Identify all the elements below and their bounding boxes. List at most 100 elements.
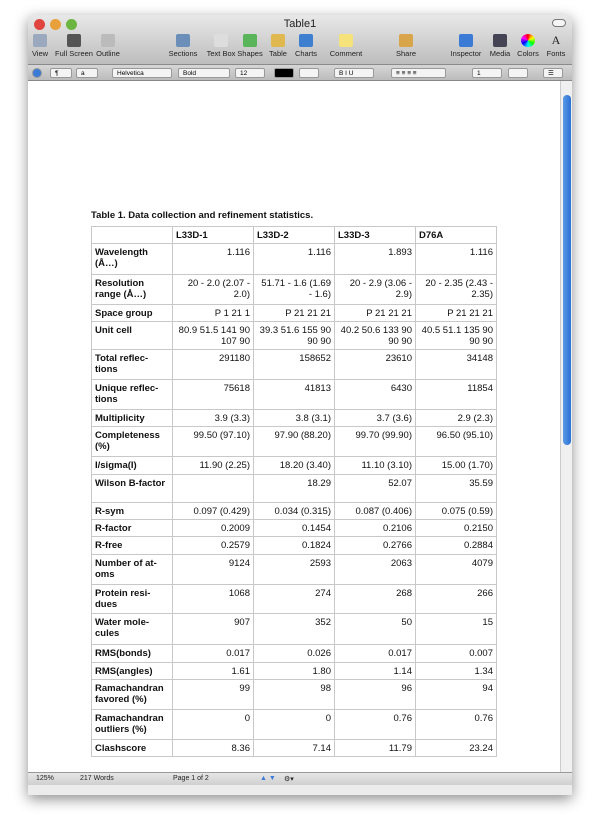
- font-size-field[interactable]: 12: [235, 68, 265, 78]
- column-header: L33D-1: [172, 226, 254, 244]
- toolbar-charts-button[interactable]: Charts: [294, 34, 318, 58]
- table-cell: 1.34: [415, 662, 497, 680]
- zoom-button[interactable]: [66, 19, 77, 30]
- table-cell: 274: [253, 584, 335, 614]
- table-cell: P 21 21 21: [253, 304, 335, 322]
- highlight-color-well[interactable]: [299, 68, 319, 78]
- row-label: Wilson B-factor: [91, 474, 173, 503]
- table-cell: 1.893: [334, 243, 416, 275]
- table-row: R-factor 0.2009 0.1454 0.2106 0.2150: [91, 519, 497, 537]
- table-row: Unit cell 80.9 51.5 141 90 107 90 39.3 51.…: [91, 321, 497, 350]
- table-cell: 41813: [253, 379, 335, 410]
- toolbar-inspector-button[interactable]: Inspector: [451, 34, 481, 58]
- toolbar-shapes-button[interactable]: Shapes: [237, 34, 263, 58]
- row-label: RMS(angles): [91, 662, 173, 680]
- table-row: Resolution range (Å…) 20 - 2.0 (2.07 - 2.…: [91, 274, 497, 305]
- table-cell: 75618: [172, 379, 254, 410]
- table-cell: 51.71 - 1.6 (1.69 - 1.6): [253, 274, 335, 305]
- title-bar: Table1 View Full Screen Outline Sections Tex…: [28, 15, 572, 65]
- column-header: [91, 226, 173, 244]
- line-spacing-select[interactable]: 1: [472, 68, 502, 78]
- toolbar-toggle-button[interactable]: [552, 19, 566, 27]
- toolbar-table-button[interactable]: Table: [266, 34, 290, 58]
- sections-icon: [176, 34, 190, 47]
- document-page[interactable]: Table 1. Data collection and refinement …: [28, 81, 560, 772]
- table-row: RMS(bonds) 0.017 0.026 0.017 0.007: [91, 644, 497, 663]
- table-row: Number of at-oms 9124 2593 2063 4079: [91, 554, 497, 585]
- table-cell: 6430: [334, 379, 416, 410]
- table-row: Wilson B-factor 18.29 52.07 35.59: [91, 474, 497, 503]
- table-cell: 352: [253, 613, 335, 645]
- table-cell: 0.76: [334, 709, 416, 740]
- toolbar-fonts-button[interactable]: A Fonts: [544, 33, 568, 59]
- row-label: Protein resi-dues: [91, 584, 173, 614]
- toolbar-label: Comment: [329, 49, 363, 58]
- toolbar-label: Share: [395, 49, 416, 58]
- toolbar-text-box-button[interactable]: Text Box: [206, 34, 236, 58]
- table-cell: 34148: [415, 349, 497, 380]
- table-cell: 0.017: [334, 644, 416, 663]
- style-drawer-button[interactable]: [32, 68, 42, 78]
- text-color-well[interactable]: [274, 68, 294, 78]
- table-cell: 1.80: [253, 662, 335, 680]
- toolbar-colors-button[interactable]: Colors: [516, 34, 540, 58]
- table-cell: 0.007: [415, 644, 497, 663]
- table-cell: 15: [415, 613, 497, 645]
- row-label: Unique reflec-tions: [91, 379, 173, 410]
- table-row: Water mole-cules 907 352 50 15: [91, 613, 497, 645]
- fonts-icon: A: [551, 33, 561, 47]
- table-cell: 99.70 (99.90): [334, 426, 416, 457]
- row-label: Ramachandran outliers (%): [91, 709, 173, 740]
- table-icon: [271, 34, 285, 47]
- zoom-select[interactable]: 125%: [36, 775, 54, 782]
- format-bar: ¶ a Helvetica Bold 12 B I U ≡ ≡ ≡ ≡ 1 ☰: [28, 65, 572, 81]
- alignment-buttons[interactable]: ≡ ≡ ≡ ≡: [391, 68, 446, 78]
- list-style-select[interactable]: ☰: [543, 68, 563, 78]
- paragraph-style-select[interactable]: ¶: [50, 68, 72, 78]
- table-cell: 0.2884: [415, 536, 497, 555]
- scroll-thumb[interactable]: [563, 95, 571, 445]
- text-box-icon: [214, 34, 228, 47]
- column-header: L33D-3: [334, 226, 416, 244]
- toolbar-label: Table: [269, 49, 287, 58]
- toolbar-outline-button[interactable]: Outline: [96, 34, 120, 58]
- close-button[interactable]: [34, 19, 45, 30]
- row-label: Clashscore: [91, 739, 173, 757]
- toolbar-comment-button[interactable]: Comment: [330, 34, 362, 58]
- table-row: Protein resi-dues 1068 274 268 266: [91, 584, 497, 614]
- table-cell: 39.3 51.6 155 90 90 90: [253, 321, 335, 350]
- table-cell: 0.026: [253, 644, 335, 663]
- toolbar-label: Outline: [96, 49, 120, 58]
- gear-icon[interactable]: ⚙▾: [284, 776, 294, 783]
- toolbar-label: Colors: [517, 49, 539, 58]
- table-cell: 11854: [415, 379, 497, 410]
- toolbar-view-button[interactable]: View: [28, 34, 52, 58]
- table-cell: 11.10 (3.10): [334, 456, 416, 475]
- toolbar-media-button[interactable]: Media: [488, 34, 512, 58]
- status-bar: 125% 217 Words Page 1 of 2 ▲ ▼ ⚙▾: [28, 772, 572, 785]
- toolbar-label: Charts: [294, 49, 318, 58]
- minimize-button[interactable]: [50, 19, 61, 30]
- vertical-scrollbar[interactable]: [560, 81, 572, 772]
- toolbar-share-button[interactable]: Share: [394, 34, 418, 58]
- bold-italic-underline-buttons[interactable]: B I U: [334, 68, 374, 78]
- page-nav-arrows[interactable]: ▲ ▼: [260, 775, 276, 782]
- columns-select[interactable]: [508, 68, 528, 78]
- table-row: Completeness (%) 99.50 (97.10) 97.90 (88.2…: [91, 426, 497, 457]
- character-style-select[interactable]: a: [76, 68, 98, 78]
- row-label: Total reflec-tions: [91, 349, 173, 380]
- font-family-select[interactable]: Helvetica: [112, 68, 172, 78]
- table-row: Unique reflec-tions 75618 41813 6430 11854: [91, 379, 497, 410]
- row-label: R-sym: [91, 502, 173, 520]
- font-style-select[interactable]: Bold: [178, 68, 230, 78]
- table-cell: 2.9 (2.3): [415, 409, 497, 427]
- toolbar-full-screen-button[interactable]: Full Screen: [55, 34, 93, 58]
- table-cell: 11.90 (2.25): [172, 456, 254, 475]
- table-cell: 96.50 (95.10): [415, 426, 497, 457]
- toolbar-label: Text Box: [206, 49, 236, 58]
- statistics-table[interactable]: L33D-1 L33D-2 L33D-3 D76A Wavelength (Å…) 1.1…: [91, 226, 497, 757]
- toolbar-sections-button[interactable]: Sections: [169, 34, 197, 58]
- table-cell: 9124: [172, 554, 254, 585]
- table-cell: 0.2106: [334, 519, 416, 537]
